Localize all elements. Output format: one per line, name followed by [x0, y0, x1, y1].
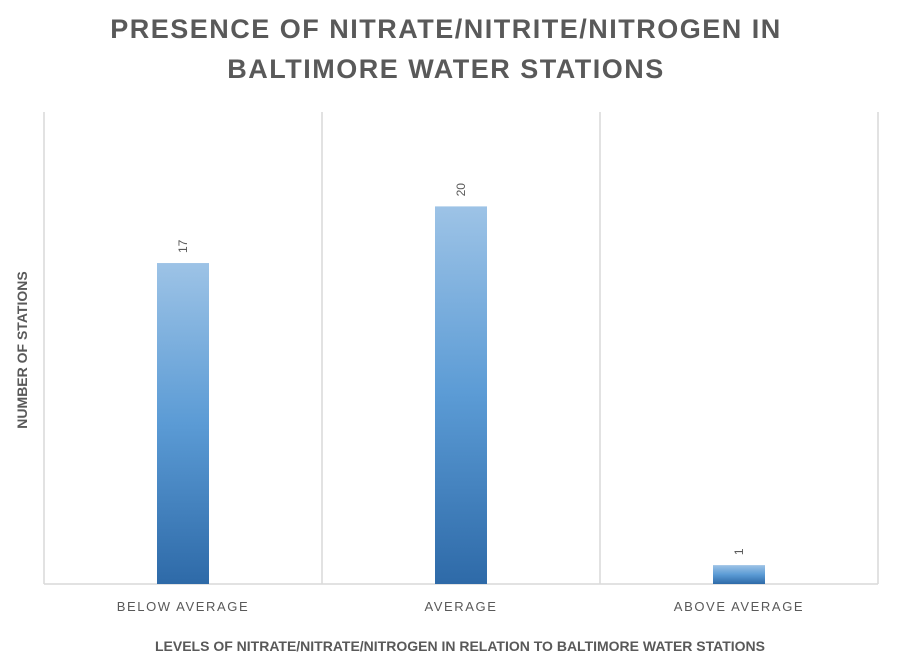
bar-value-label: 17: [176, 239, 190, 253]
chart-title-line-2: BALTIMORE WATER STATIONS: [227, 54, 664, 84]
bars: [157, 206, 765, 584]
category-tick-label: AVERAGE: [424, 599, 497, 614]
category-tick-label: BELOW AVERAGE: [117, 599, 250, 614]
bar-value-label: 20: [454, 183, 468, 197]
data-labels: 17 20 1: [176, 183, 746, 555]
category-tick-labels: BELOW AVERAGE AVERAGE ABOVE AVERAGE: [117, 599, 804, 614]
bar: [157, 263, 209, 584]
x-axis-title: LEVELS OF NITRATE/NITRATE/NITROGEN IN RE…: [155, 638, 765, 654]
bar: [713, 565, 765, 584]
bar: [435, 206, 487, 584]
y-axis-title: NUMBER OF STATIONS: [14, 271, 30, 428]
chart-title-line-1: PRESENCE OF NITRATE/NITRITE/NITROGEN IN: [110, 14, 782, 44]
category-tick-label: ABOVE AVERAGE: [674, 599, 804, 614]
bar-value-label: 1: [732, 548, 746, 555]
